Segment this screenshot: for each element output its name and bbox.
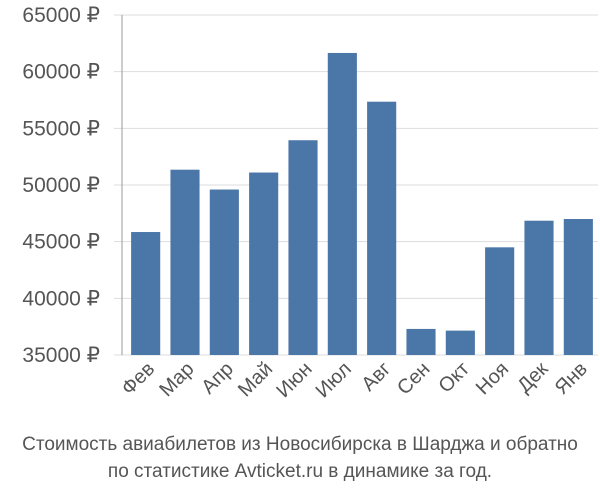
y-tick-label: 35000 ₽ — [22, 344, 100, 367]
chart-caption-line-1: Стоимость авиабилетов из Новосибирска в … — [22, 434, 578, 455]
bar-4 — [249, 172, 279, 355]
bar-3 — [209, 189, 239, 355]
bar-7 — [367, 101, 397, 355]
x-tick-label: Янв — [551, 358, 592, 399]
y-tick-label: 45000 ₽ — [22, 231, 100, 254]
x-tick-label: Авг — [358, 358, 396, 396]
bar-10 — [485, 247, 515, 355]
y-tick-label: 50000 ₽ — [22, 174, 100, 197]
bar-9 — [445, 330, 475, 355]
y-tick-label: 60000 ₽ — [22, 61, 100, 84]
bar-chart: 65000 ₽ 60000 ₽ 55000 ₽ 50000 ₽ 45000 ₽ 40000… — [22, 4, 598, 402]
y-tick-label: 40000 ₽ — [22, 287, 100, 310]
bar-1 — [131, 232, 161, 355]
chart-caption-line-2: по статистике Avticket.ru в динамике за … — [107, 461, 493, 482]
x-tick-label: Дек — [513, 358, 552, 397]
bar-2 — [170, 169, 200, 355]
x-tick-label: Фев — [118, 358, 160, 400]
y-tick-label: 65000 ₽ — [22, 4, 100, 27]
bar-12 — [563, 219, 593, 355]
bar-6 — [327, 52, 357, 355]
bars — [131, 52, 593, 355]
y-tick-label: 55000 ₽ — [22, 117, 100, 140]
x-tick-label: Май — [234, 358, 277, 401]
bar-8 — [406, 328, 436, 355]
x-tick-label: Мар — [155, 358, 198, 401]
bar-11 — [524, 220, 554, 355]
bar-5 — [288, 140, 318, 355]
x-tick-label: Апр — [197, 358, 238, 399]
x-tick-label: Июн — [272, 358, 316, 402]
x-tick-label: Окт — [434, 358, 473, 397]
x-tick-label: Июл — [312, 358, 356, 402]
x-tick-label: Ноя — [472, 358, 513, 399]
y-axis-ticks: 65000 ₽ 60000 ₽ 55000 ₽ 50000 ₽ 45000 ₽ 40000… — [22, 4, 100, 367]
x-tick-label: Сен — [393, 358, 434, 399]
